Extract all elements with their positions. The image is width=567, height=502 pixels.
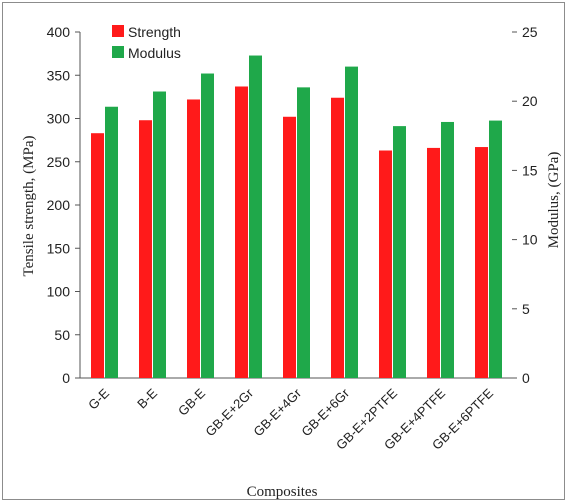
bar-modulus bbox=[153, 91, 166, 379]
x-tick-label: GB-E+2Gr bbox=[202, 385, 256, 439]
bar-modulus bbox=[441, 121, 454, 379]
y2-tick-label: 20 bbox=[522, 93, 538, 109]
x-tick-label: G-E bbox=[85, 385, 112, 412]
bar-modulus bbox=[201, 73, 214, 379]
legend-swatch-modulus bbox=[112, 46, 124, 58]
y-axis-title: Tensile strength, (MPa) bbox=[21, 135, 37, 276]
bar-modulus bbox=[345, 66, 358, 378]
y-tick-label: 50 bbox=[54, 327, 70, 343]
y2-tick-label: 5 bbox=[522, 301, 530, 317]
x-tick-label: GB-E bbox=[175, 385, 208, 418]
y-tick-label: 300 bbox=[47, 111, 71, 127]
y-tick-label: 0 bbox=[62, 370, 70, 386]
bar-modulus bbox=[249, 55, 262, 378]
y2-tick-label: 25 bbox=[522, 24, 538, 40]
x-axis-title: Composites bbox=[247, 484, 318, 500]
bar-strength bbox=[475, 147, 488, 378]
bar-modulus bbox=[105, 106, 118, 379]
x-tick-label: GB-E+4Gr bbox=[250, 385, 304, 439]
y-tick-label: 200 bbox=[47, 197, 71, 213]
legend-label-modulus: Modulus bbox=[128, 45, 181, 61]
y2-tick-label: 0 bbox=[522, 370, 530, 386]
bar-strength bbox=[331, 97, 344, 379]
bar-strength bbox=[427, 147, 440, 378]
bar-strength bbox=[187, 99, 200, 378]
bar-strength bbox=[235, 86, 248, 379]
bar-modulus bbox=[489, 120, 502, 379]
legend: Strength Modulus bbox=[112, 24, 181, 61]
legend-swatch-strength bbox=[112, 25, 124, 37]
bar-modulus bbox=[297, 87, 310, 379]
y-tick-label: 350 bbox=[47, 67, 71, 83]
y-tick-label: 100 bbox=[47, 284, 71, 300]
y-tick-label: 250 bbox=[47, 154, 71, 170]
bar-strength bbox=[91, 133, 104, 378]
legend-label-strength: Strength bbox=[128, 24, 181, 40]
bar-modulus bbox=[393, 126, 406, 378]
y2-axis-title: Modulus, (GPa) bbox=[546, 152, 562, 249]
x-tick-label: B-E bbox=[134, 385, 160, 411]
y2-tick-label: 10 bbox=[522, 232, 538, 248]
y-tick-label: 150 bbox=[47, 240, 71, 256]
y2-tick-label: 15 bbox=[522, 162, 538, 178]
bar-strength bbox=[139, 120, 152, 378]
plot-area: 0 50 100 150 200 250 300 350 400 0 5 10 15 20 25 G-E B-E… bbox=[47, 24, 538, 453]
y-tick-label: 400 bbox=[47, 24, 71, 40]
bar-strength bbox=[379, 150, 392, 378]
bar-strength bbox=[283, 116, 296, 379]
